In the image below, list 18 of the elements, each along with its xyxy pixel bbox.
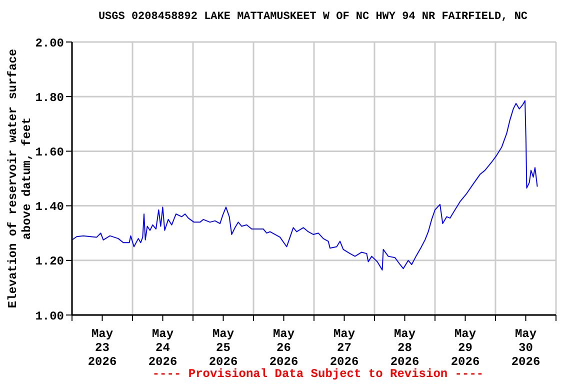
x-tick-label: May 26 2026	[269, 327, 298, 369]
y-tick-label: 1.60	[35, 145, 64, 160]
x-tick-label: May 23 2026	[88, 327, 117, 369]
y-axis-title: Elevation of reservoir water surface above datum, feet	[6, 48, 34, 308]
chart-title: USGS 0208458892 LAKE MATTAMUSKEET W OF NC HWY 94 NR FAIRFIELD, NC	[97, 11, 529, 23]
y-tick-label: 1.80	[35, 90, 64, 105]
text: ---- Provisional Data Subject to Revision ----	[152, 367, 484, 381]
y-tick-label: 2.00	[35, 36, 64, 50]
y-tick-label: 1.00	[35, 309, 64, 324]
line-series	[72, 100, 538, 270]
y-tick-label: 1.20	[35, 254, 64, 269]
x-tick-label: May 27 2026	[330, 327, 359, 369]
x-tick-label: May 28 2026	[390, 327, 420, 369]
x-tick-label: May 30 2026	[511, 327, 540, 369]
x-tick-label: May 25 2026	[208, 327, 238, 369]
x-tick-label: May 24 2026	[148, 327, 178, 369]
x-tick-label: May 29 2026	[450, 327, 480, 369]
y-tick-label: 1.40	[35, 200, 64, 214]
